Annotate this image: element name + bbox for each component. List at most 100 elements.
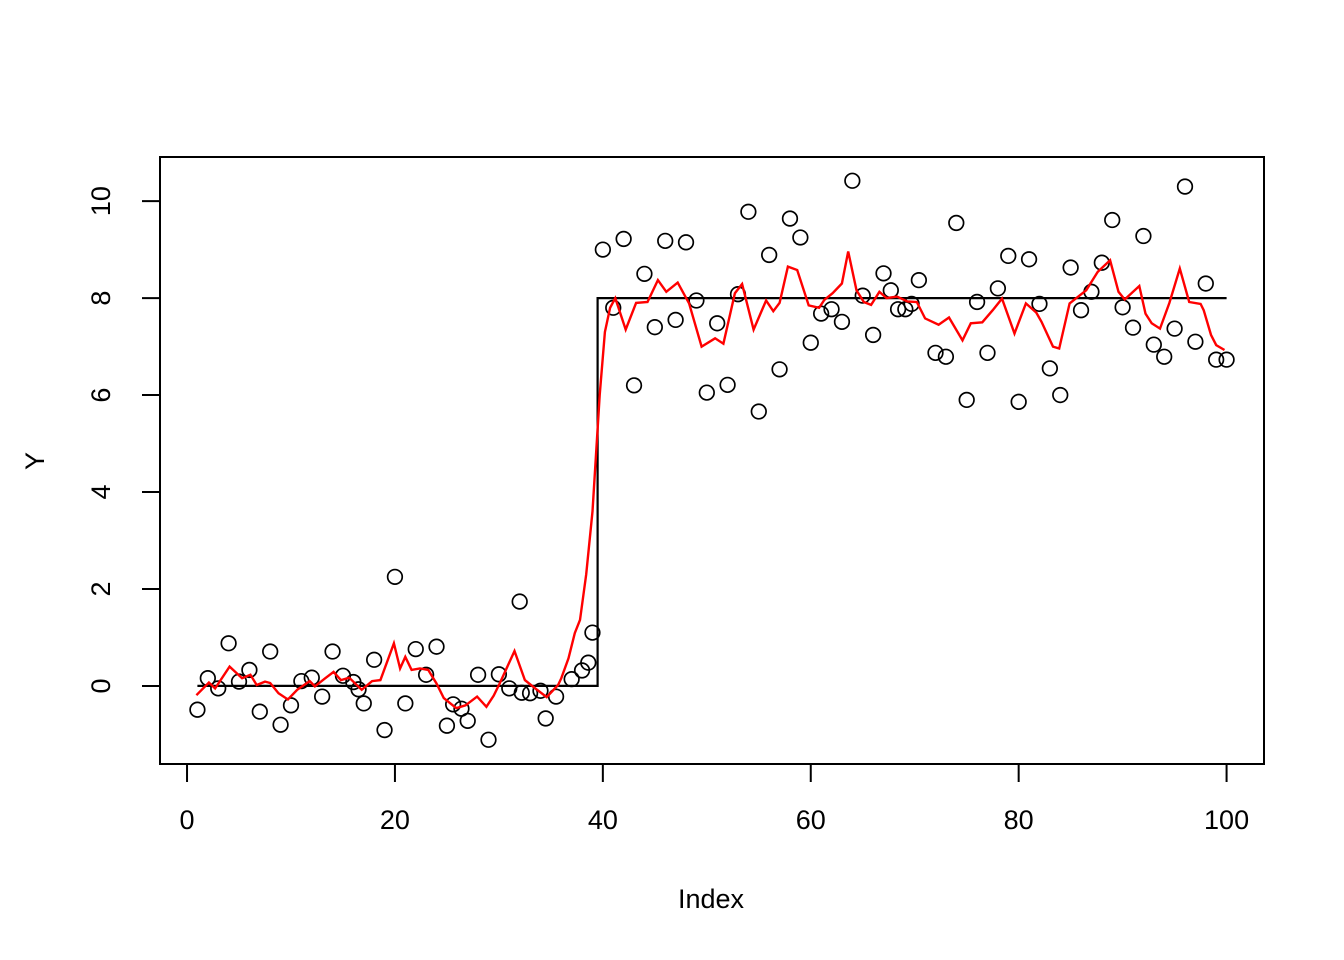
data-point: [667, 311, 684, 329]
data-point: [636, 265, 653, 282]
data-point: [445, 696, 462, 713]
data-point: [688, 292, 705, 309]
data-point: [1104, 211, 1121, 229]
data-point: [979, 344, 996, 362]
y-tick-label: 4: [86, 484, 116, 499]
data-point: [1187, 333, 1204, 350]
data-point: [580, 654, 597, 671]
data-point: [948, 214, 965, 232]
x-tick-label: 60: [796, 805, 826, 835]
data-point: [1208, 351, 1225, 368]
plot-area: 0 20 40 60 80 100 0 2 4 6 8 10: [86, 156, 1265, 835]
x-tick-label: 20: [380, 805, 410, 835]
data-point: [823, 301, 840, 318]
data-point: [657, 232, 674, 250]
data-point: [594, 241, 611, 258]
data-point: [889, 301, 907, 318]
y-tick-label: 8: [86, 291, 116, 306]
data-point: [1000, 247, 1017, 265]
data-point: [1072, 302, 1090, 319]
data-point: [625, 377, 643, 394]
data-point: [386, 568, 404, 586]
data-point: [220, 635, 237, 652]
data-point: [1124, 319, 1142, 336]
data-point: [781, 210, 799, 227]
data-point: [350, 681, 367, 698]
x-tick-label: 0: [180, 805, 195, 835]
true-step-mean-line: [197, 297, 1227, 688]
data-point: [532, 682, 549, 699]
data-point: [802, 334, 819, 351]
data-point: [844, 172, 861, 189]
data-point: [1083, 283, 1100, 300]
data-point: [1010, 393, 1027, 410]
y-tick-label: 6: [86, 388, 116, 403]
x-axis-title: Index: [678, 884, 745, 914]
data-point: [513, 684, 530, 701]
data-point: [937, 348, 955, 365]
data-point: [833, 313, 851, 330]
data-point: [282, 697, 300, 714]
data-point: [1041, 360, 1059, 377]
data-point: [771, 361, 788, 378]
x-tick-label: 100: [1204, 805, 1249, 835]
data-point: [324, 643, 341, 660]
data-point: [968, 293, 986, 311]
data-point: [355, 695, 372, 712]
plot-border: [159, 156, 1265, 765]
data-point: [709, 315, 726, 332]
data-point: [469, 666, 487, 683]
data-point: [584, 624, 601, 641]
data-point: [615, 230, 632, 248]
data-point: [262, 643, 279, 660]
data-point: [698, 384, 715, 401]
data-point: [1062, 259, 1079, 276]
data-point: [189, 701, 206, 718]
data-point: [241, 661, 258, 679]
data-point: [875, 265, 892, 282]
data-point: [459, 712, 476, 730]
estimate-line: [195, 251, 1226, 710]
data-point: [927, 344, 944, 362]
data-point: [563, 671, 580, 688]
data-point: [910, 271, 928, 289]
data-point: [1020, 251, 1038, 268]
data-point: [958, 391, 975, 409]
y-tick-label: 10: [86, 186, 116, 216]
data-point: [677, 234, 695, 251]
data-point: [646, 319, 663, 336]
data-point: [480, 731, 497, 748]
data-point: [750, 403, 767, 420]
data-point: [1176, 178, 1194, 195]
data-point: [376, 721, 393, 739]
data-point: [989, 280, 1007, 297]
data-point: [272, 716, 289, 733]
data-point: [864, 326, 882, 344]
data-point: [719, 376, 736, 394]
data-point: [740, 203, 757, 220]
data-point: [1114, 299, 1131, 316]
data-point: [537, 710, 554, 727]
data-point: [210, 680, 227, 697]
data-point: [314, 688, 331, 705]
y-tick-label: 2: [86, 581, 116, 596]
data-point: [397, 695, 414, 712]
data-point: [1197, 275, 1214, 292]
data-point: [792, 229, 809, 246]
data-point: [854, 287, 871, 304]
x-tick-label: 80: [1004, 805, 1034, 835]
data-point: [438, 717, 456, 734]
data-point: [882, 282, 899, 299]
data-point: [1156, 348, 1173, 365]
data-point: [1166, 320, 1183, 337]
data-point: [761, 246, 778, 264]
data-point: [417, 666, 435, 683]
y-tick-label: 0: [86, 678, 116, 693]
data-point: [511, 593, 528, 610]
x-tick-label: 40: [588, 805, 618, 835]
data-point: [365, 651, 383, 668]
data-point: [1052, 386, 1069, 404]
data-point: [428, 638, 445, 655]
